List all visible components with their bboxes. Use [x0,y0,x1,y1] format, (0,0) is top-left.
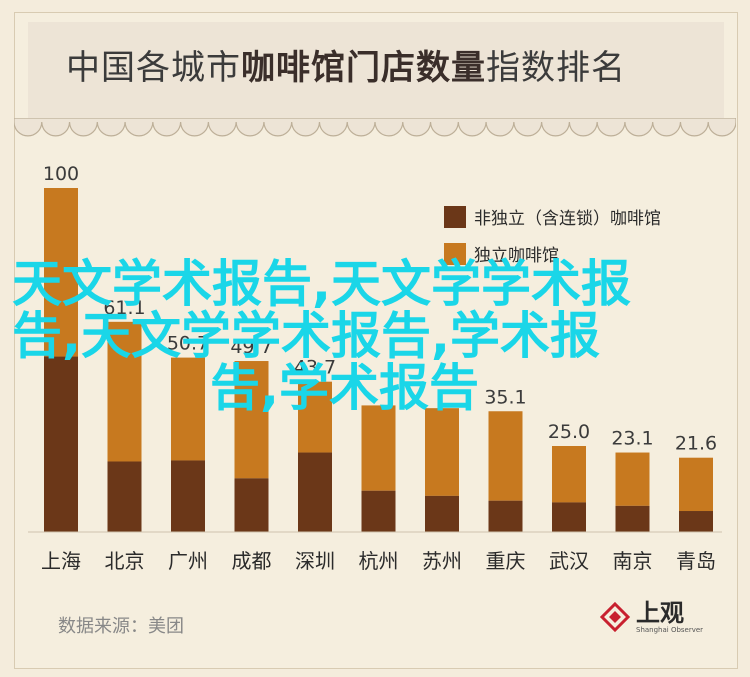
bar-value-label-2: 50.7 [167,333,209,355]
legend-swatch-independent [444,242,466,265]
category-label-0: 上海 [41,549,81,573]
category-label-6: 苏州 [422,549,462,573]
legend-swatch-chain [444,205,466,228]
category-label-2: 广州 [168,549,208,573]
bar-independent-4 [298,381,332,453]
logo-text-en: Shanghai Observer [636,626,704,634]
bar-independent-2 [171,357,205,461]
category-label-3: 成都 [232,549,272,573]
bar-value-label-7: 35.1 [484,386,526,408]
bar-value-label-10: 21.6 [675,433,717,455]
bar-value-label-4: 43.7 [294,357,336,379]
shanghai-observer-logo: 上观 Shanghai Observer [600,600,703,634]
bar-independent-1 [107,321,142,462]
bar-independent-10 [679,457,713,512]
bar-chain-0 [44,356,78,532]
category-label-5: 杭州 [359,549,399,573]
bar-independent-8 [552,446,586,503]
legend-item-independent: 独立咖啡馆 [444,241,661,266]
bar-value-label-3: 49.7 [230,336,272,358]
bar-chain-3 [234,478,269,532]
legend-label-chain: 非独立（含连锁）咖啡馆 [474,209,661,229]
bar-independent-3 [234,361,269,479]
watermark-line-3: 告,学术报告 [210,359,479,417]
bar-chain-2 [171,460,205,532]
chart-title: 中国各城市咖啡馆门店数量指数排名 [66,48,626,88]
bar-chain-5 [361,490,396,532]
bar-independent-7 [488,411,523,501]
legend: 非独立（含连锁）咖啡馆 独立咖啡馆 [444,204,661,278]
bar-chain-8 [552,502,586,532]
category-label-9: 南京 [613,549,653,573]
category-label-4: 深圳 [295,549,335,573]
bar-chain-1 [107,461,142,532]
bar-independent-9 [615,452,650,506]
bar-independent-5 [361,405,396,491]
logo-text-cn: 上观 [636,599,684,627]
bar-independent-6 [425,408,459,496]
bar-value-label-9: 23.1 [611,428,653,450]
bar-value-label-8: 25.0 [548,421,590,443]
category-label-8: 武汉 [549,549,589,573]
bar-independent-0 [44,188,78,357]
legend-label-independent: 独立咖啡馆 [474,246,559,266]
bar-value-label-1: 61.1 [103,297,145,319]
bar-value-label-0: 100 [43,163,79,185]
bar-chain-10 [679,511,713,532]
category-label-1: 北京 [105,549,145,573]
bar-chain-6 [425,495,459,532]
category-label-7: 重庆 [486,549,526,573]
category-label-10: 青岛 [676,549,716,573]
watermark-overlay: 天文学术报告,天文学学术报 告,天文学学术报告,学术报 告,学术报告 [12,258,712,414]
watermark-line-2: 告,天文学学术报告,学术报 [12,307,600,365]
scallop-border [14,118,736,137]
data-source: 数据来源：美团 [58,616,184,637]
bar-chain-7 [488,500,523,532]
logo-mark-icon [600,602,630,632]
legend-item-chain: 非独立（含连锁）咖啡馆 [444,204,661,229]
bar-chain-9 [615,505,650,532]
watermark-line-1: 天文学术报告,天文学学术报 [12,255,631,313]
bar-chain-4 [298,452,332,532]
title-banner [28,22,724,120]
